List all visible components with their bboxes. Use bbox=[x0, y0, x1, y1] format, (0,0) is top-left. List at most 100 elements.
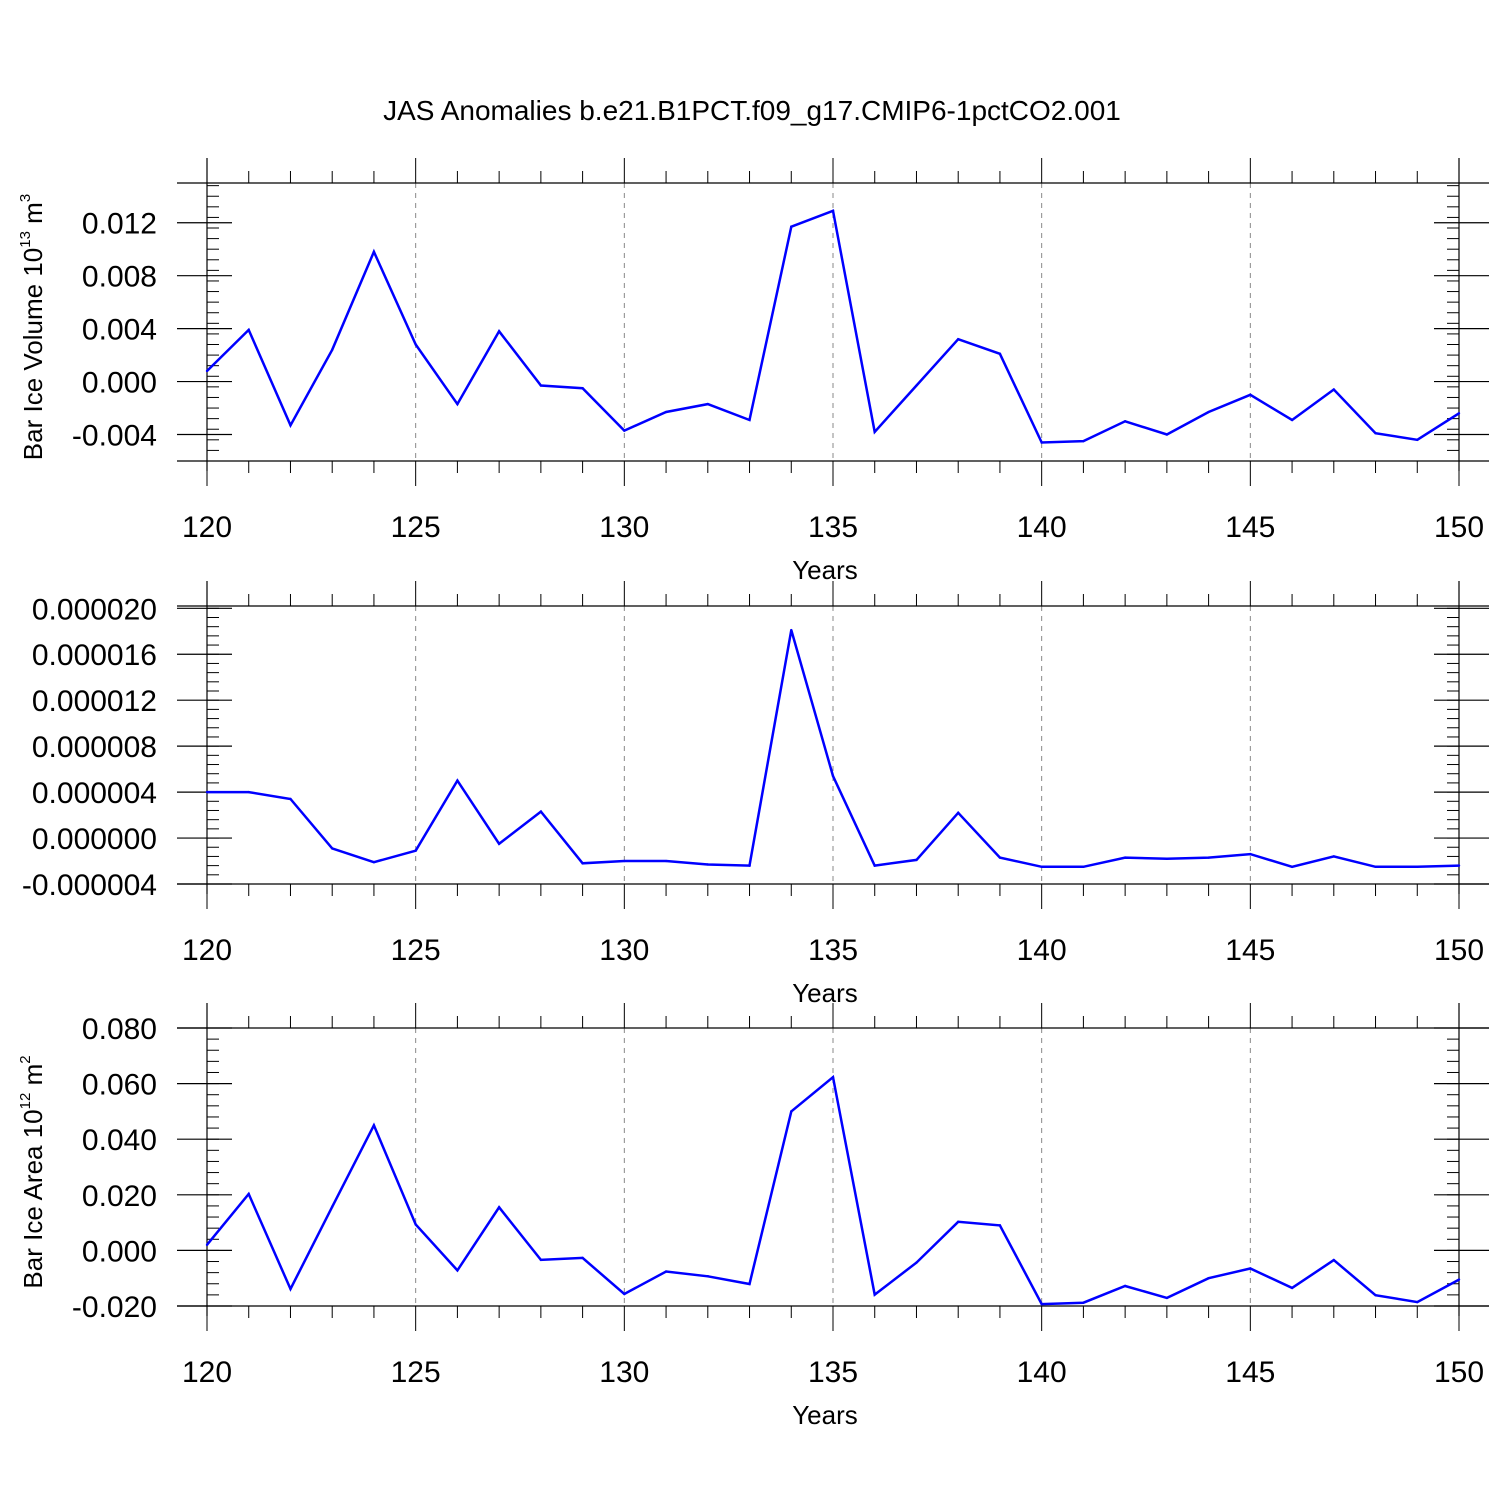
y-axis-label-superscript: 3 bbox=[17, 194, 34, 202]
data-point bbox=[414, 1223, 417, 1226]
data-point bbox=[1123, 1284, 1127, 1288]
y-tick-label: -0.020 bbox=[72, 1291, 157, 1324]
data-point bbox=[1249, 393, 1252, 397]
data-point bbox=[497, 842, 501, 845]
chart-panel-3: -0.020 0.000 0.020 0.040 0.060 0.080 120 125 130… bbox=[17, 1003, 1489, 1430]
data-point bbox=[915, 1261, 918, 1264]
data-point bbox=[331, 348, 334, 351]
chart-panel-1: -0.004 0.000 0.004 0.008 0.012 120 125 130 135 14… bbox=[17, 158, 1489, 585]
data-point bbox=[1207, 856, 1210, 859]
y-tick-label: 0.008 bbox=[82, 261, 157, 294]
y-tick-label: 0.000012 bbox=[32, 685, 157, 718]
data-point bbox=[664, 859, 668, 863]
data-point bbox=[957, 338, 960, 341]
data-point bbox=[1290, 418, 1294, 422]
y-tick-label: 0.000004 bbox=[32, 777, 157, 810]
data-point bbox=[623, 1292, 626, 1296]
x-tick-label: 135 bbox=[808, 1356, 858, 1389]
data-point bbox=[748, 418, 751, 422]
x-tick-label: 145 bbox=[1225, 511, 1275, 544]
data-point bbox=[998, 352, 1002, 355]
x-axis-label: Years bbox=[792, 978, 858, 1008]
y-axis-label-part: Bar Ice Area 10 bbox=[18, 1109, 48, 1288]
x-tick-label: 130 bbox=[599, 1356, 649, 1389]
data-point bbox=[1332, 855, 1336, 858]
y-axis-label-superscript: 13 bbox=[17, 231, 34, 248]
y-tick-label: -0.000004 bbox=[22, 869, 157, 902]
y-tick-label: 0.000 bbox=[82, 1235, 157, 1268]
data-point bbox=[831, 209, 835, 212]
data-point bbox=[664, 1270, 668, 1273]
data-point bbox=[1457, 864, 1461, 867]
data-point bbox=[873, 864, 876, 867]
y-axis-label-superscript: 2 bbox=[17, 1055, 34, 1063]
data-point bbox=[372, 860, 376, 864]
y-tick-label: 0.020 bbox=[82, 1180, 157, 1213]
y-axis-label-part: m bbox=[18, 202, 48, 231]
y-tick-label: 0.000 bbox=[82, 367, 157, 400]
data-point bbox=[1040, 441, 1043, 444]
data-point bbox=[1123, 420, 1127, 423]
y-tick-label: 0.000008 bbox=[32, 731, 157, 764]
x-tick-label: 125 bbox=[391, 511, 441, 544]
data-point bbox=[539, 384, 543, 387]
data-point bbox=[1374, 432, 1377, 435]
y-tick-label: 0.000020 bbox=[32, 593, 157, 626]
data-point bbox=[372, 1124, 376, 1127]
data-point bbox=[831, 1076, 835, 1079]
data-point bbox=[205, 790, 209, 794]
x-tick-label: 140 bbox=[1017, 1356, 1067, 1389]
data-point bbox=[664, 410, 668, 414]
data-point bbox=[1207, 410, 1210, 414]
y-tick-label: 0.012 bbox=[82, 208, 157, 241]
data-point bbox=[957, 811, 960, 814]
data-point bbox=[456, 1269, 459, 1272]
data-point bbox=[1290, 1286, 1294, 1290]
data-point bbox=[247, 1192, 250, 1196]
figure-title: JAS Anomalies b.e21.B1PCT.f09_g17.CMIP6-… bbox=[383, 95, 1121, 126]
data-point bbox=[539, 1258, 543, 1262]
data-point bbox=[1332, 1258, 1336, 1262]
data-point bbox=[414, 343, 417, 346]
data-point bbox=[331, 1205, 334, 1208]
data-point bbox=[706, 402, 709, 406]
y-axis-label: Bar Ice Volume 1013 m3 bbox=[17, 194, 48, 460]
data-point bbox=[1040, 1302, 1043, 1306]
x-tick-label: 135 bbox=[808, 934, 858, 967]
y-axis-label-superscript: 12 bbox=[17, 1093, 34, 1110]
data-point bbox=[205, 369, 209, 373]
data-point bbox=[1249, 852, 1252, 856]
x-axis-label: Years bbox=[792, 1400, 858, 1430]
data-point bbox=[1416, 438, 1419, 442]
x-tick-label: 130 bbox=[599, 934, 649, 967]
data-point bbox=[1332, 388, 1336, 391]
data-point bbox=[497, 1206, 501, 1209]
data-point bbox=[1416, 865, 1419, 868]
data-point bbox=[331, 847, 334, 850]
data-point bbox=[957, 1220, 960, 1223]
data-point bbox=[1165, 1296, 1169, 1300]
data-point bbox=[831, 774, 835, 778]
data-point bbox=[623, 859, 626, 863]
x-tick-label: 120 bbox=[182, 934, 232, 967]
x-axis-label: Years bbox=[792, 555, 858, 585]
x-tick-label: 150 bbox=[1434, 1356, 1484, 1389]
data-point bbox=[790, 1110, 793, 1113]
data-point bbox=[1249, 1267, 1252, 1270]
y-tick-label: 0.080 bbox=[82, 1013, 157, 1046]
x-tick-label: 145 bbox=[1225, 934, 1275, 967]
data-point bbox=[456, 779, 459, 782]
y-tick-label: 0.004 bbox=[82, 314, 157, 347]
data-point bbox=[1165, 433, 1169, 436]
data-point bbox=[539, 810, 543, 813]
x-tick-label: 125 bbox=[391, 1356, 441, 1389]
data-point bbox=[581, 386, 584, 390]
y-tick-label: -0.004 bbox=[72, 420, 157, 453]
data-point bbox=[915, 384, 918, 387]
y-axis-label-part: m bbox=[18, 1064, 48, 1093]
data-point bbox=[706, 1275, 709, 1278]
data-point bbox=[998, 1224, 1002, 1227]
x-tick-label: 140 bbox=[1017, 934, 1067, 967]
data-point bbox=[497, 330, 501, 333]
